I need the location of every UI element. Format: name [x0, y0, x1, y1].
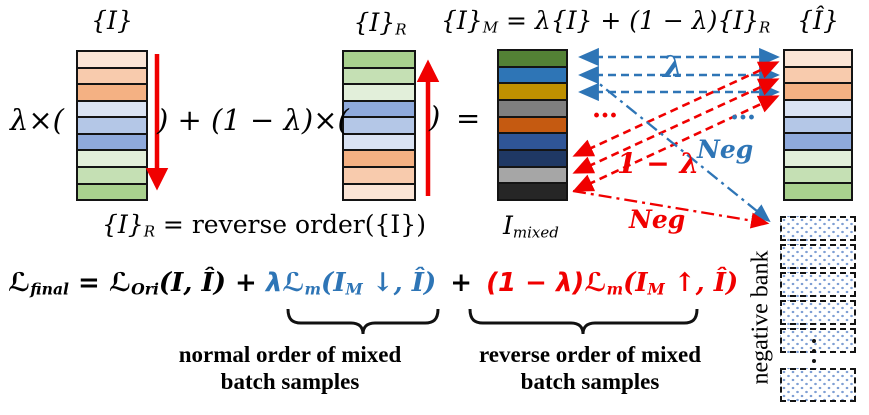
underbrace-reverse-icon [468, 308, 699, 335]
ellipsis-red: … [592, 94, 619, 124]
reverse-order-equation: {I}R = reverse order({I}) [102, 210, 426, 241]
underbrace-normal-icon [286, 308, 440, 335]
neg-label-blue: Neg [697, 135, 754, 164]
neg-label-red: Neg [629, 205, 686, 234]
negative-bank-box [780, 300, 856, 325]
reconstructed-batch-stack [783, 49, 853, 202]
negative-bank-box [780, 216, 856, 241]
mixed-batch-caption: Imixed [503, 211, 559, 242]
mixed-batch-stack [497, 49, 568, 202]
negative-bank-box [780, 328, 856, 353]
negative-bank-boxes [780, 216, 856, 356]
ellipsis-blue: … [730, 96, 757, 126]
close-paren-operator: ) [429, 100, 441, 134]
negative-bank-last-box [780, 368, 856, 405]
final-loss-formula: ℒfinal = ℒOri(I, Î) + λℒm(IM ↓, Î) + (1 … [8, 268, 739, 299]
reverse-order-caption: reverse order of mixed batch samples [478, 342, 702, 394]
negative-bank-box [780, 272, 856, 297]
reconstructed-batch-title: {Î} [797, 6, 839, 35]
image-row [497, 182, 568, 202]
reversed-batch-title: {I}R [353, 8, 407, 39]
equals-operator: = [456, 101, 481, 135]
negative-bank-label: negative bank [747, 250, 774, 385]
negative-bank-box [780, 368, 856, 402]
image-row [783, 182, 853, 202]
original-batch-title: {I} [91, 6, 133, 35]
vertical-ellipsis-icon [812, 336, 816, 366]
mixing-equation: {I}M = λ{I} + (1 − λ){I}R [441, 6, 771, 37]
reversed-batch-stack [342, 50, 416, 202]
image-row [76, 182, 148, 202]
original-batch-stack [76, 50, 148, 202]
normal-order-caption: normal order of mixed batch samples [178, 342, 402, 394]
negative-bank-box [780, 244, 856, 269]
lambda-times-operator: λ×( [10, 103, 64, 137]
image-row [342, 182, 416, 202]
lambda-weight-label: λ [663, 50, 685, 85]
one-minus-lambda-weight-label: 1 − λ [617, 147, 700, 180]
plus-one-minus-lambda-operator: ) + (1 − λ)×( [157, 103, 349, 137]
